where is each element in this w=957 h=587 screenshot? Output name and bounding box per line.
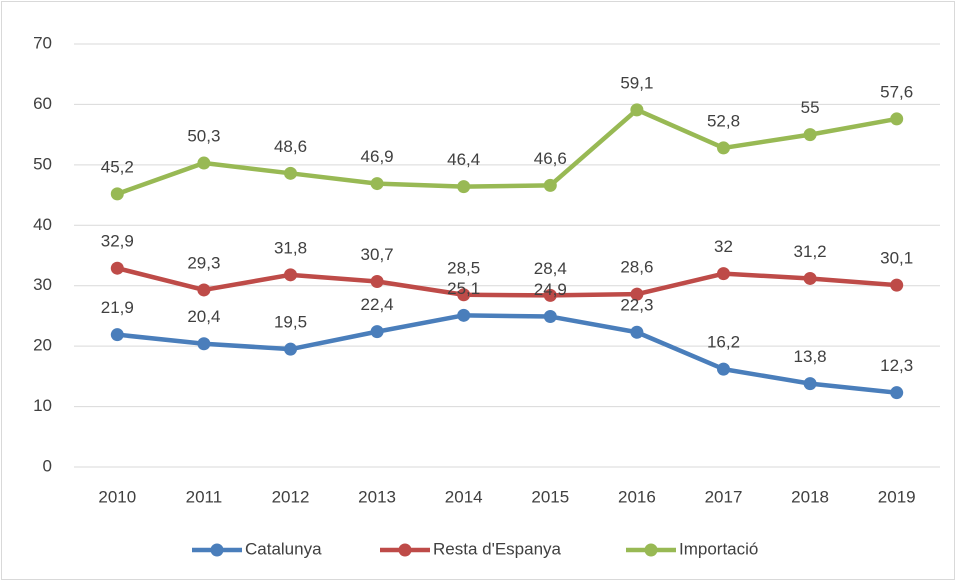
data-label: 28,6 [620, 258, 653, 277]
point [110, 187, 124, 201]
point [717, 267, 730, 281]
x-tick-label: 2014 [445, 487, 483, 506]
data-label: 22,3 [620, 296, 653, 315]
point [803, 128, 817, 142]
y-tick-label: 70 [33, 33, 52, 52]
data-label: 46,6 [534, 149, 567, 168]
data-label: 19,5 [274, 313, 307, 332]
x-tick-label: 2011 [186, 487, 223, 506]
point [457, 308, 471, 322]
x-tick-label: 2010 [98, 487, 136, 506]
data-label: 13,8 [794, 347, 827, 366]
data-label: 59,1 [620, 73, 653, 92]
point [284, 342, 297, 356]
x-tick-label: 2017 [705, 487, 743, 506]
point [370, 177, 384, 191]
point [630, 103, 644, 117]
data-label: 48,6 [274, 137, 307, 156]
data-label: 30,1 [880, 249, 913, 268]
point [717, 362, 730, 376]
point [543, 288, 557, 302]
legend-label: Catalunya [245, 539, 322, 558]
y-tick-label: 40 [33, 215, 52, 234]
series-line [116, 266, 897, 298]
data-label: 32 [714, 237, 733, 256]
point [543, 310, 557, 324]
x-tick-label: 2013 [358, 487, 396, 506]
point [543, 178, 557, 192]
data-label: 52,8 [707, 111, 740, 130]
data-label: 21,9 [101, 298, 134, 317]
point [890, 386, 904, 400]
point [370, 325, 384, 339]
point [630, 325, 644, 339]
y-tick-label: 30 [33, 275, 52, 294]
point [803, 377, 817, 391]
point [370, 274, 384, 288]
legend-label: Importació [679, 539, 758, 558]
point [717, 141, 730, 155]
legend-marker [210, 543, 224, 557]
point [890, 112, 904, 126]
data-label: 32,9 [101, 232, 134, 251]
point [110, 261, 124, 275]
data-label: 57,6 [880, 82, 913, 101]
data-label: 20,4 [187, 307, 220, 326]
legend-marker [398, 543, 412, 557]
legend-label: Resta d'Espanya [433, 539, 562, 558]
y-tick-label: 0 [43, 456, 52, 475]
point [630, 287, 644, 301]
point [197, 156, 211, 170]
point [197, 337, 211, 351]
point [457, 180, 471, 194]
x-tick-label: 2012 [272, 487, 310, 506]
data-label: 29,3 [187, 253, 220, 272]
data-label: 28,4 [534, 259, 567, 278]
point [284, 268, 297, 282]
legend-marker [644, 543, 658, 557]
x-tick-label: 2016 [618, 487, 656, 506]
data-label: 31,2 [794, 242, 827, 261]
y-tick-label: 20 [33, 336, 52, 355]
data-label: 55 [801, 98, 820, 117]
data-label: 46,4 [447, 150, 480, 169]
point [197, 283, 211, 297]
data-label: 46,9 [361, 147, 394, 166]
y-tick-label: 50 [33, 154, 52, 173]
data-label: 50,3 [187, 127, 220, 146]
x-tick-label: 2015 [531, 487, 569, 506]
point [890, 278, 904, 292]
point [803, 271, 817, 285]
series-line [116, 107, 898, 196]
data-label: 31,8 [274, 238, 307, 257]
data-label: 24,9 [534, 280, 567, 299]
data-label: 28,5 [447, 258, 480, 277]
data-label: 45,2 [101, 157, 134, 176]
point [284, 166, 297, 180]
data-label: 16,2 [707, 333, 740, 352]
y-tick-label: 10 [33, 396, 52, 415]
x-tick-label: 2019 [878, 487, 916, 506]
data-label: 12,3 [880, 356, 913, 375]
x-tick-label: 2018 [791, 487, 829, 506]
series-line [117, 313, 897, 395]
y-tick-label: 60 [33, 94, 52, 113]
point [110, 328, 124, 342]
data-label: 22,4 [361, 295, 394, 314]
data-label: 30,7 [361, 245, 394, 264]
point [457, 288, 471, 302]
data-label: 25,1 [447, 279, 480, 298]
